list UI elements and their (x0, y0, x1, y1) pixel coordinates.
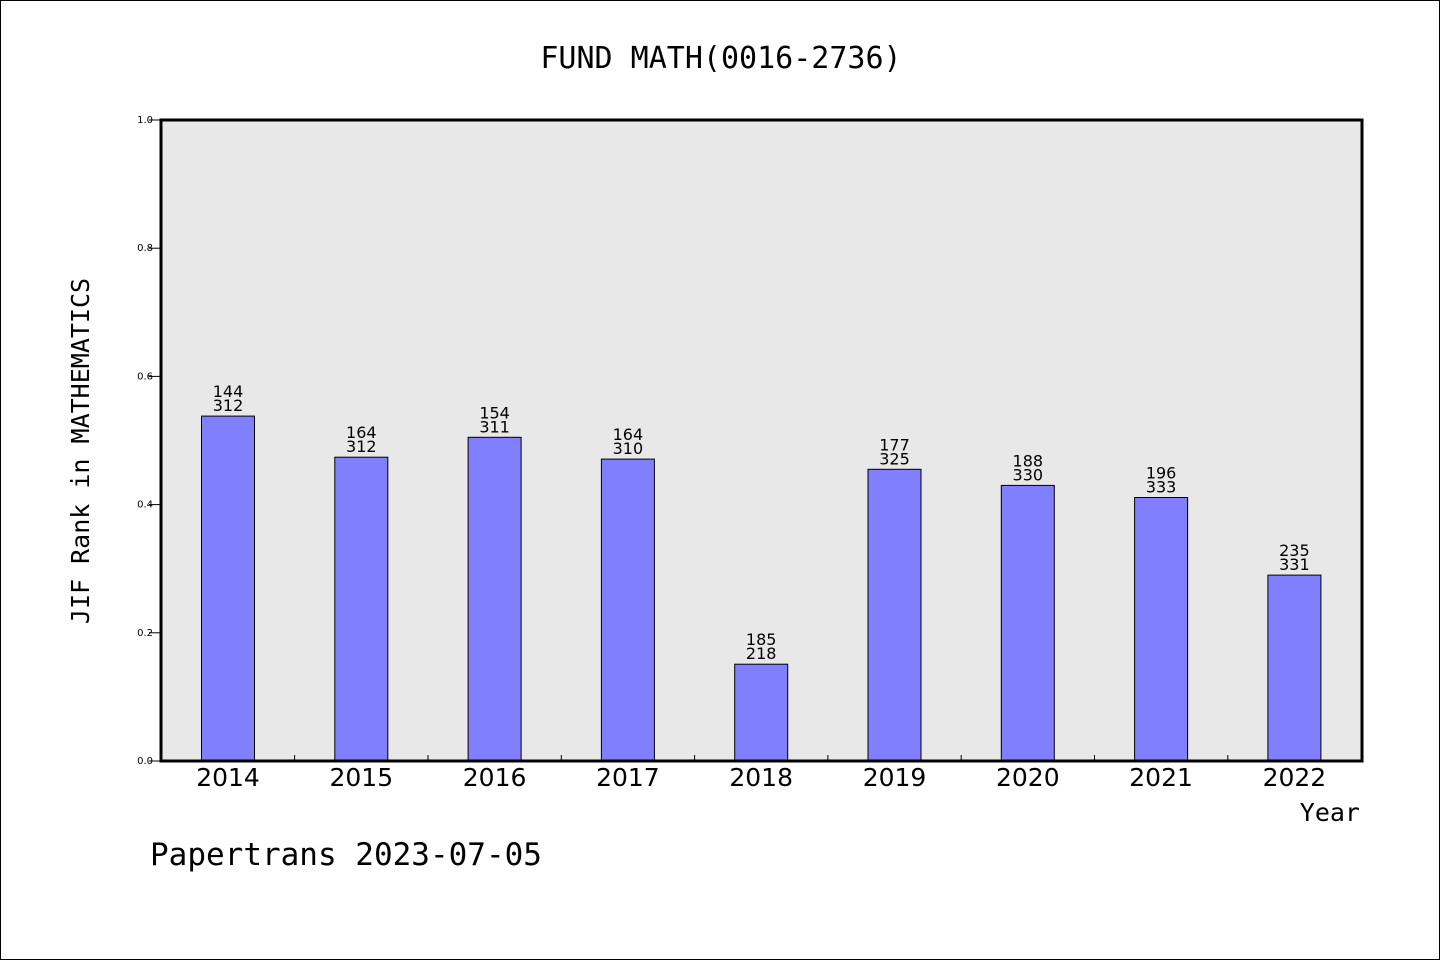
plot-border (159, 118, 1364, 763)
bar-2018 (734, 663, 789, 762)
y-tick-label: 0.6 (137, 371, 153, 382)
bar-label-bottom-2014: 312 (213, 396, 244, 415)
x-tick-label-2021: 2021 (1129, 763, 1193, 792)
bar-label-top-2021: 196 (1146, 464, 1177, 483)
x-tick-label-2019: 2019 (863, 763, 927, 792)
bar-label-bottom-2016: 311 (479, 417, 510, 436)
y-tick-label: 1.0 (137, 115, 153, 126)
bar-label-bottom-2019: 325 (879, 449, 910, 468)
bar-2014 (201, 415, 255, 762)
bar-label-bottom-2018: 218 (746, 644, 777, 663)
x-tick-label-2020: 2020 (996, 763, 1060, 792)
bar-label-bottom-2017: 310 (613, 439, 644, 458)
footer-note: Papertrans 2023-07-05 (150, 837, 542, 873)
chart-title: FUND MATH(0016-2736) (540, 41, 901, 76)
bar-2021 (1134, 497, 1189, 762)
bar-2022 (1267, 574, 1322, 762)
bar-2020 (1000, 484, 1055, 762)
x-tick-label-2017: 2017 (596, 763, 660, 792)
y-tick-label: 0.8 (137, 243, 153, 254)
ticks-layer: 2014 2015 2016 2017 2018 2019 2020 2021 2022 0.0 0… (137, 115, 1326, 792)
bar-label-top-2018: 185 (746, 630, 777, 649)
y-tick-label: 0.2 (137, 628, 153, 639)
bar-2015 (334, 456, 389, 762)
x-tick-label-2014: 2014 (196, 763, 260, 792)
bar-label-top-2015: 164 (346, 423, 377, 442)
bar-label-top-2017: 164 (613, 425, 644, 444)
x-tick-label-2015: 2015 (329, 763, 393, 792)
bar-label-top-2022: 235 (1279, 541, 1310, 560)
bar-label-top-2019: 177 (879, 435, 910, 454)
bar-2016 (467, 436, 522, 762)
bar-label-top-2016: 154 (479, 403, 510, 422)
bar-label-bottom-2022: 331 (1279, 555, 1310, 574)
x-axis-label: Year (1300, 798, 1360, 827)
x-tick-label-2022: 2022 (1263, 763, 1327, 792)
bar-label-bottom-2015: 312 (346, 437, 377, 456)
bar-2019 (867, 468, 922, 762)
bar-label-bottom-2021: 333 (1146, 478, 1177, 497)
y-tick-label: 0.0 (137, 756, 153, 767)
x-tick-label-2018: 2018 (729, 763, 793, 792)
y-axis-label: JIF Rank in MATHEMATICS (66, 278, 95, 624)
bar-label-top-2020: 188 (1013, 451, 1044, 470)
x-tick-label-2016: 2016 (463, 763, 527, 792)
bar-label-bottom-2020: 330 (1013, 465, 1044, 484)
bar-2017 (600, 458, 655, 762)
bar-label-top-2014: 144 (213, 382, 244, 401)
y-tick-label: 0.4 (137, 500, 153, 511)
